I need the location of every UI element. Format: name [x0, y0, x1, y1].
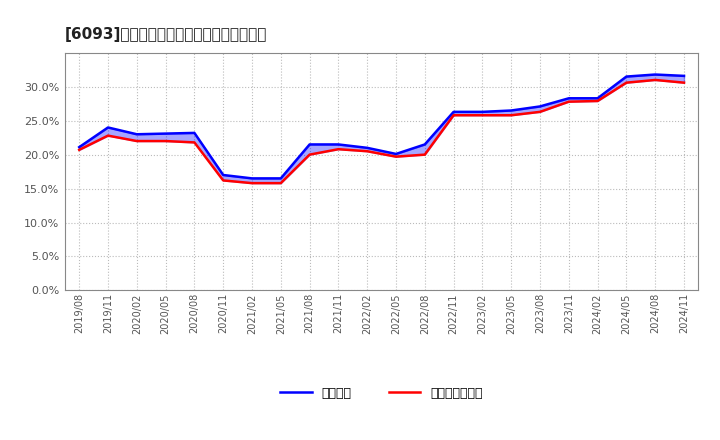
- 固定長期適合率: [305, 152, 314, 157]
- 固定比率: [449, 109, 458, 114]
- 固定長期適合率: [276, 180, 285, 186]
- 固定長期適合率: [680, 80, 688, 85]
- 固定比率: [478, 109, 487, 114]
- 固定比率: [219, 172, 228, 178]
- 固定長期適合率: [363, 149, 372, 154]
- 固定比率: [161, 131, 170, 136]
- 固定長期適合率: [651, 77, 660, 83]
- 固定比率: [651, 72, 660, 77]
- 固定長期適合率: [622, 80, 631, 85]
- 固定長期適合率: [334, 147, 343, 152]
- 固定長期適合率: [219, 178, 228, 183]
- 固定長期適合率: [161, 139, 170, 144]
- 固定比率: [104, 125, 112, 130]
- 固定長期適合率: [104, 133, 112, 138]
- 固定長期適合率: [507, 113, 516, 118]
- 固定比率: [363, 145, 372, 150]
- 固定比率: [248, 176, 256, 181]
- 固定比率: [334, 142, 343, 147]
- 固定長期適合率: [478, 113, 487, 118]
- 固定長期適合率: [132, 139, 141, 144]
- 固定長期適合率: [190, 140, 199, 145]
- 固定比率: [420, 142, 429, 147]
- 固定比率: [276, 176, 285, 181]
- 固定長期適合率: [420, 152, 429, 157]
- Line: 固定長期適合率: 固定長期適合率: [79, 80, 684, 183]
- 固定長期適合率: [593, 99, 602, 104]
- 固定比率: [507, 108, 516, 113]
- 固定比率: [305, 142, 314, 147]
- 固定比率: [564, 95, 573, 101]
- 固定長期適合率: [392, 154, 400, 159]
- 固定比率: [622, 74, 631, 79]
- 固定長期適合率: [564, 99, 573, 104]
- 固定比率: [593, 95, 602, 101]
- 固定比率: [536, 104, 544, 109]
- Text: [6093]　固定比率、固定長期適合率の推移: [6093] 固定比率、固定長期適合率の推移: [65, 27, 267, 42]
- 固定長期適合率: [449, 113, 458, 118]
- 固定長期適合率: [536, 109, 544, 114]
- Line: 固定比率: 固定比率: [79, 74, 684, 178]
- 固定比率: [680, 73, 688, 78]
- 固定比率: [190, 130, 199, 136]
- 固定比率: [392, 151, 400, 157]
- 固定比率: [132, 132, 141, 137]
- 固定比率: [75, 144, 84, 150]
- 固定長期適合率: [248, 180, 256, 186]
- Legend: 固定比率, 固定長期適合率: 固定比率, 固定長期適合率: [280, 387, 483, 400]
- 固定長期適合率: [75, 147, 84, 153]
